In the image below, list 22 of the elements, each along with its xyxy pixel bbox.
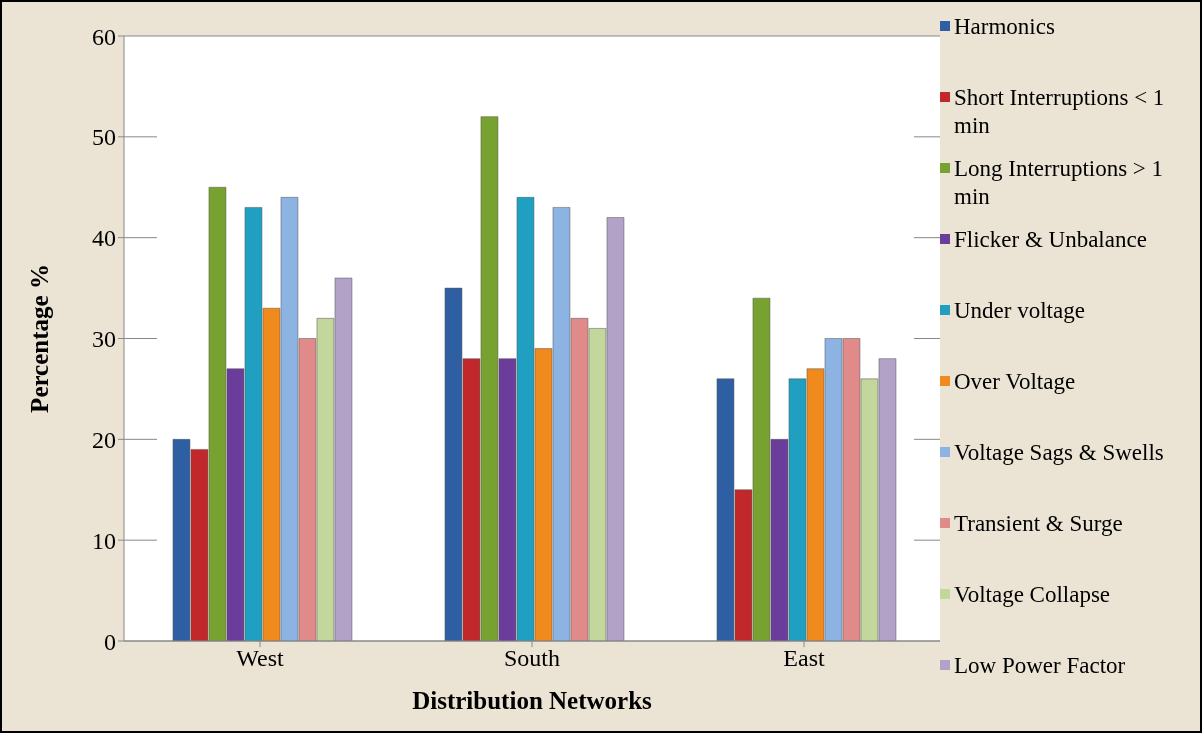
y-tick-label: 60 bbox=[92, 23, 116, 50]
legend-label: Under voltage bbox=[954, 296, 1085, 325]
x-tick-label: South bbox=[503, 645, 561, 672]
legend-label: Short Interruptions < 1 min bbox=[954, 83, 1166, 140]
legend-label: Voltage Collapse bbox=[954, 580, 1111, 609]
legend-label: Transient & Surge bbox=[954, 509, 1123, 538]
legend-label: Voltage Sags & Swells bbox=[954, 438, 1164, 467]
y-axis-title: Percentage % bbox=[25, 264, 53, 413]
y-tick-label: 0 bbox=[104, 628, 116, 655]
legend-label: Harmonics bbox=[954, 12, 1055, 41]
legend-label: Over Voltage bbox=[954, 367, 1076, 396]
y-tick-label: 50 bbox=[92, 124, 116, 151]
x-axis-title: Distribution Networks bbox=[412, 687, 653, 714]
y-tick-label: 20 bbox=[92, 426, 116, 453]
x-tick-label: West bbox=[236, 645, 285, 672]
y-tick-label: 30 bbox=[92, 326, 116, 353]
legend-label: Low Power Factor bbox=[954, 651, 1126, 680]
y-tick-label: 10 bbox=[92, 527, 116, 554]
legend-label: Long Interruptions > 1 min bbox=[954, 154, 1165, 211]
x-tick-label: East bbox=[783, 645, 825, 672]
y-tick-label: 40 bbox=[92, 225, 116, 252]
legend-label: Flicker & Unbalance bbox=[954, 225, 1147, 254]
